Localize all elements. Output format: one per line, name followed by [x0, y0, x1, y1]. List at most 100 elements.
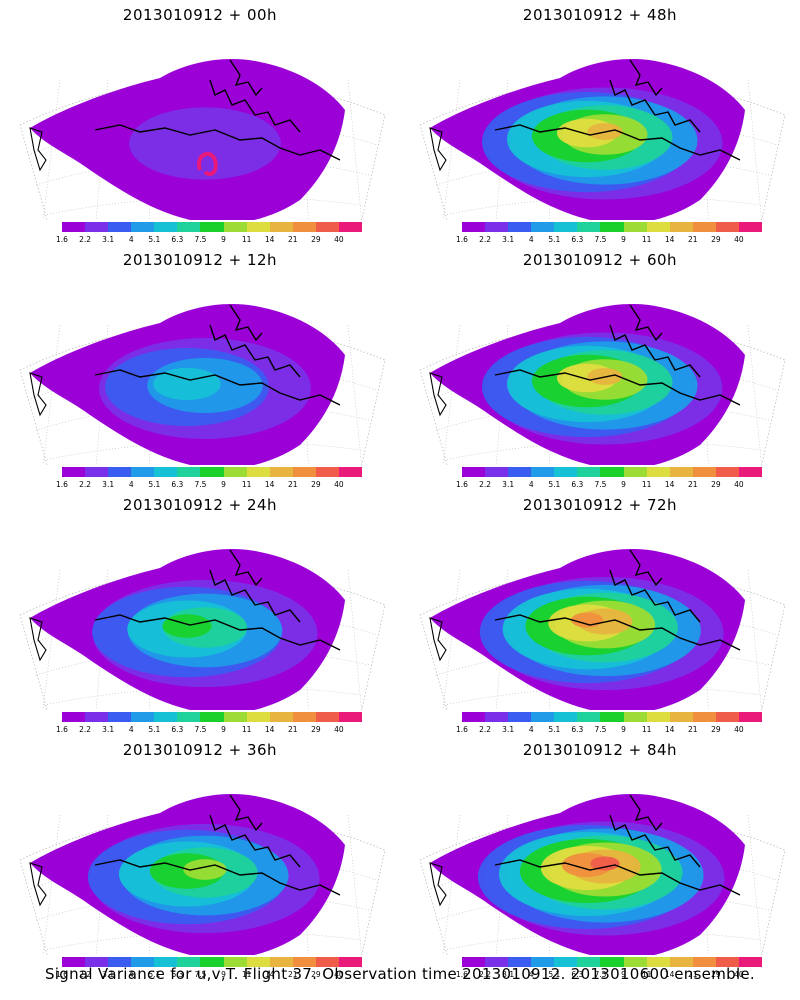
color-bar-labels: 1.6 2.2 3.1 4 5.1 6.3 7.5 9 11 14 21 29 40	[452, 970, 772, 980]
color-bar-swatch	[269, 957, 293, 967]
coastline	[29, 617, 47, 662]
color-bar-swatch	[62, 712, 86, 722]
color-bar-tick-label: 29	[311, 970, 321, 979]
latitude-line	[43, 686, 362, 706]
color-bar-swatch	[646, 712, 670, 722]
color-bar-tick-label: 2.2	[479, 480, 492, 489]
color-bar-swatch	[577, 957, 601, 967]
longitude-line	[42, 814, 61, 955]
color-bar-tick-label: 5.1	[148, 235, 161, 244]
color-bar-swatch	[738, 957, 763, 967]
color-bar-tick-label: 6.3	[171, 235, 184, 244]
color-bar-swatch	[669, 957, 693, 967]
color-bar-tick-label: 21	[287, 970, 298, 979]
variance-contour	[162, 614, 212, 638]
color-bar-tick-label: 4	[528, 235, 534, 244]
color-bar-swatch	[131, 467, 155, 477]
color-bar-swatch	[623, 222, 647, 232]
color-bar-swatch	[223, 222, 247, 232]
map-plot	[19, 303, 386, 465]
color-bar-swatch	[246, 222, 270, 232]
color-bar-tick-label: 6.3	[571, 235, 584, 244]
color-bar-swatch	[315, 957, 339, 967]
map-panel: 2013010912 + 12h 1.6 2.2 3.1 4 5.1 6.3 7.5 9 11 14…	[0, 245, 400, 490]
color-bar-tick-label: 2.2	[479, 235, 492, 244]
color-bar-tick-label: 2.2	[79, 235, 92, 244]
color-bar-tick-label: 14	[264, 970, 275, 979]
color-bar-labels: 1.6 2.2 3.1 4 5.1 6.3 7.5 9 11 14 21 29 40	[52, 480, 372, 490]
color-bar-swatch	[315, 712, 339, 722]
color-bar-tick-label: 29	[711, 480, 721, 489]
color-bar-swatch	[200, 467, 224, 477]
color-bar-swatch	[623, 712, 647, 722]
color-bar-tick-label: 11	[641, 970, 652, 979]
color-bar-tick-label: 11	[241, 235, 252, 244]
color-bar-swatch	[338, 467, 363, 477]
color-bar	[462, 957, 763, 967]
color-bar-swatch	[554, 467, 578, 477]
color-bar-tick-label: 6.3	[171, 480, 184, 489]
color-bar-labels: 1.6 2.2 3.1 4 5.1 6.3 7.5 9 11 14 21 29 40	[452, 480, 772, 490]
color-bar-swatch	[246, 957, 270, 967]
map-panel: 2013010912 + 48h 1.6 2.2 3.1 4 5.1 6.3 7.5 9 11 14…	[400, 0, 800, 245]
color-bar-swatch	[85, 222, 109, 232]
color-bar-labels: 1.6 2.2 3.1 4 5.1 6.3 7.5 9 11 14 21 29 40	[52, 725, 372, 735]
map-panel: 2013010912 + 72h 1.6 2.2 3.1 4 5.1 6.3 7.5 9 11 14…	[400, 490, 800, 735]
color-bar-swatch	[508, 222, 532, 232]
panel-title: 2013010912 + 36h	[122, 741, 278, 759]
coastline	[629, 549, 663, 587]
color-bar-labels: 1.6 2.2 3.1 4 5.1 6.3 7.5 9 11 14 21 29 40	[452, 235, 772, 245]
color-bar-tick-label: 21	[287, 235, 298, 244]
color-bar-tick-label: 9	[221, 725, 226, 734]
color-bar-swatch	[508, 957, 532, 967]
map-panel: 2013010912 + 36h 1.6 2.2 3.1 4 5.1 6.3 7.5 9 11 14…	[0, 735, 400, 980]
color-bar-tick-label: 21	[287, 480, 298, 489]
longitude-line	[42, 324, 61, 465]
color-bar-swatch	[154, 222, 178, 232]
color-bar-swatch	[177, 467, 201, 477]
color-bar-swatch	[177, 222, 201, 232]
color-bar-swatch	[223, 957, 247, 967]
color-bar-swatch	[462, 467, 486, 477]
color-bar-tick-label: 40	[334, 725, 344, 734]
color-bar-labels: 1.6 2.2 3.1 4 5.1 6.3 7.5 9 11 14 21 29 40	[52, 970, 372, 980]
panel-title: 2013010912 + 84h	[522, 741, 678, 759]
color-bar-tick-label: 21	[687, 235, 698, 244]
color-bar-swatch	[131, 222, 155, 232]
variance-contour	[129, 107, 281, 180]
map-panel: 2013010912 + 24h 1.6 2.2 3.1 4 5.1 6.3 7.5 9 11 14…	[0, 490, 400, 735]
color-bar-swatch	[131, 712, 155, 722]
color-bar-tick-label: 6.3	[571, 970, 584, 979]
color-bar-tick-label: 7.5	[194, 480, 207, 489]
color-bar-tick-label: 40	[734, 725, 744, 734]
color-bar-swatch	[62, 957, 86, 967]
color-bar-tick-label: 11	[241, 725, 252, 734]
color-bar-tick-label: 40	[734, 970, 744, 979]
color-bar-tick-label: 9	[221, 235, 226, 244]
color-bar-tick-label: 6.3	[171, 725, 184, 734]
color-bar-swatch	[623, 467, 647, 477]
latitude-line	[443, 686, 762, 706]
color-bar-swatch	[692, 467, 716, 477]
color-bar-tick-label: 11	[641, 235, 652, 244]
color-bar-tick-label: 7.5	[594, 970, 607, 979]
color-bar-swatch	[315, 222, 339, 232]
color-bar-swatch	[669, 467, 693, 477]
color-bar-tick-label: 1.6	[456, 480, 468, 489]
panel-title: 2013010912 + 12h	[122, 251, 278, 269]
coastline	[209, 79, 301, 133]
color-bar-swatch	[600, 222, 624, 232]
color-bar-tick-label: 1.6	[456, 970, 468, 979]
color-bar-tick-label: 9	[621, 970, 626, 979]
color-bar-swatch	[269, 712, 293, 722]
longitude-line	[347, 814, 362, 955]
color-bar	[462, 222, 763, 232]
color-bar-tick-label: 5.1	[548, 235, 561, 244]
color-bar-swatch	[485, 957, 509, 967]
color-bar	[62, 957, 363, 967]
color-bar-tick-label: 3.1	[502, 970, 515, 979]
color-bar-swatch	[531, 222, 555, 232]
color-bar-swatch	[600, 467, 624, 477]
color-bar	[462, 712, 763, 722]
coastline	[94, 614, 341, 651]
